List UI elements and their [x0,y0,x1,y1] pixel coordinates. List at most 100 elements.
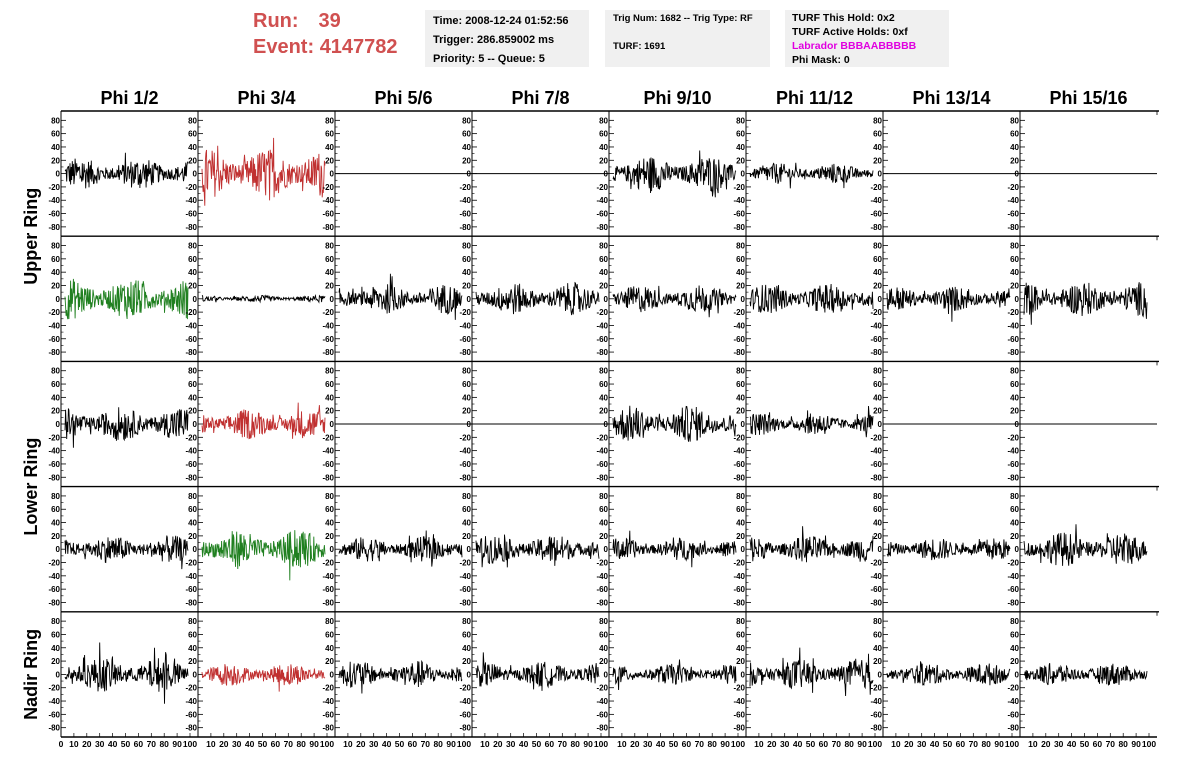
x-tick-label: 20 [219,739,229,749]
turf-hold-text: TURF This Hold: 0x2 [792,12,895,24]
panel-r5-c2: 80 60 40 20 0 -20 -40 -60 -80 [185,611,326,737]
run-value: 39 [318,10,341,32]
y-tick-label: 80 [1010,617,1019,626]
y-tick-label: 80 [1010,242,1019,251]
y-tick-label: 0 [1015,420,1020,429]
panel-r1-c4: 80 60 40 20 0 -20 -40 -60 -80 [459,111,609,237]
y-tick-label: 40 [325,644,334,653]
y-tick-label: -20 [870,308,882,317]
y-tick-label: -80 [1007,348,1019,357]
x-tick-label: 60 [1093,739,1103,749]
x-tick-label: 30 [369,739,379,749]
y-tick-label: -60 [870,710,882,719]
y-tick-label: -80 [459,598,471,607]
y-tick-label: -20 [48,684,60,693]
y-tick-label: 20 [462,657,471,666]
y-tick-label: -60 [870,585,882,594]
y-tick-label: 20 [736,532,745,541]
y-tick-label: 60 [188,255,197,264]
x-tick-label: 40 [382,739,392,749]
y-tick-label: -80 [48,724,60,733]
y-tick-label: 60 [51,630,60,639]
y-tick-label: -60 [185,335,197,344]
y-tick-label: 20 [462,281,471,290]
y-tick-label: -80 [48,223,60,232]
y-tick-label: -20 [733,684,745,693]
y-tick-label: -80 [733,598,745,607]
y-tick-label: -60 [322,210,334,219]
x-tick-label: 50 [395,739,405,749]
y-tick-label: -20 [322,433,334,442]
y-tick-label: -60 [322,585,334,594]
y-tick-label: 60 [462,505,471,514]
y-tick-label: 40 [188,143,197,152]
x-tick-label: 10 [69,739,79,749]
y-tick-label: -40 [322,196,334,205]
waveform-trace [338,530,463,567]
x-tick-label: 60 [134,739,144,749]
x-tick-label: 10 [891,739,901,749]
y-tick-label: 60 [599,130,608,139]
waveform-trace [749,283,874,314]
y-tick-label: -20 [596,559,608,568]
y-tick-label: 0 [56,670,61,679]
panel-r5-c1: 80 60 40 20 0 -20 -40 -60 -80 [48,611,189,737]
x-tick-label: 100 [1142,739,1156,749]
y-tick-label: 60 [188,380,197,389]
x-tick-label: 100 [594,739,608,749]
x-tick-label: 70 [1106,739,1116,749]
x-tick-label: 0 [59,739,64,749]
y-tick-label: -60 [870,210,882,219]
y-tick-label: 40 [599,393,608,402]
x-tick-label: 90 [720,739,730,749]
y-tick-label: 60 [599,630,608,639]
panel-r1-c5: 80 60 40 20 0 -20 -40 -60 -80 [596,111,737,237]
x-tick-label: 20 [82,739,92,749]
y-tick-label: 20 [736,407,745,416]
x-tick-label: 100 [1005,739,1019,749]
x-tick-label: 90 [446,739,456,749]
y-tick-label: -80 [185,724,197,733]
panel-r2-c7: 80 60 40 20 0 -20 -40 -60 -80 [870,236,1011,362]
x-tick-label: 20 [904,739,914,749]
y-tick-label: 40 [325,519,334,528]
y-tick-label: -60 [1007,210,1019,219]
y-tick-label: 0 [878,420,883,429]
y-tick-label: 0 [330,420,335,429]
y-tick-label: 60 [1010,130,1019,139]
y-tick-label: -20 [322,308,334,317]
y-tick-label: -80 [733,473,745,482]
y-tick-label: 80 [873,367,882,376]
y-tick-label: -60 [733,585,745,594]
y-tick-label: -40 [1007,321,1019,330]
panel-r5-c7: 80 60 40 20 0 -20 -40 -60 -80 [870,611,1011,737]
y-tick-label: 60 [51,130,60,139]
waveform-trace [1023,524,1148,566]
y-tick-label: -40 [733,321,745,330]
x-tick-label: 40 [519,739,529,749]
trigger-text: Trigger: 286.859002 ms [433,34,555,46]
waveform-trace [749,647,874,697]
panel-r2-c3: 80 60 40 20 0 -20 -40 -60 -80 [322,236,463,362]
y-tick-label: 60 [51,255,60,264]
y-tick-label: 40 [51,393,60,402]
panel-r3-c2: 80 60 40 20 0 -20 -40 -60 -80 [185,361,326,487]
y-tick-label: -20 [870,433,882,442]
y-tick-label: -40 [322,697,334,706]
waveform-trace [475,281,600,316]
y-tick-label: 60 [325,255,334,264]
y-tick-label: 20 [188,407,197,416]
waveform-trace [612,530,737,568]
y-tick-label: -80 [48,348,60,357]
column-header-2: Phi 3/4 [237,88,295,108]
y-tick-label: -80 [322,348,334,357]
y-tick-label: 0 [193,670,198,679]
y-tick-label: -40 [1007,196,1019,205]
y-tick-label: -40 [48,447,60,456]
y-tick-label: -40 [459,321,471,330]
y-tick-label: 40 [1010,644,1019,653]
y-tick-label: 80 [736,617,745,626]
y-tick-label: 80 [1010,367,1019,376]
y-tick-label: -20 [459,183,471,192]
waveform-trace [749,405,874,438]
